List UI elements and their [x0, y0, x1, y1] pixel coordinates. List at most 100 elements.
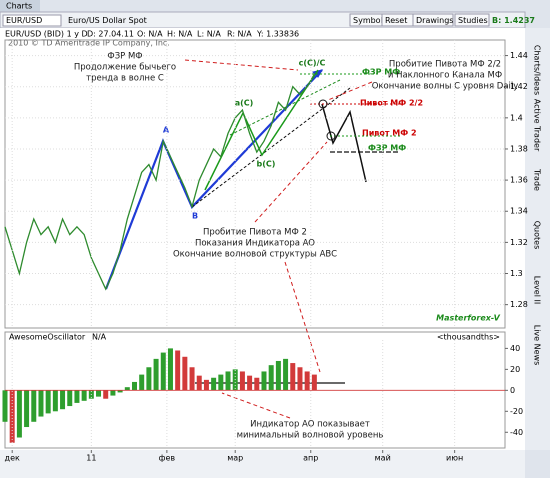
- info-field: O: N/A: [137, 30, 163, 39]
- ao-bar: [139, 374, 145, 391]
- projection: [321, 103, 367, 183]
- arrow: [254, 141, 328, 223]
- info-field: L: N/A: [197, 30, 221, 39]
- button-label[interactable]: Reset: [385, 16, 407, 25]
- tab-label[interactable]: Charts: [6, 2, 32, 11]
- ao-bar: [297, 367, 303, 391]
- button-label[interactable]: Symbols: [353, 16, 387, 25]
- ao-bar: [261, 371, 267, 391]
- side-tab[interactable]: Quotes: [533, 221, 542, 250]
- ao-bar: [16, 390, 22, 438]
- y-tick-label: 40: [510, 344, 520, 353]
- x-tick-label: май: [375, 454, 391, 463]
- wave-label: b(C): [257, 160, 276, 169]
- y-tick-label: -40: [510, 428, 523, 437]
- y-tick-label: 1.3: [510, 269, 523, 278]
- level-label: Пивот МФ 2: [362, 129, 417, 138]
- ao-bar: [254, 377, 260, 391]
- side-tab[interactable]: Live News: [533, 325, 542, 366]
- indicator-units: <thousandths>: [437, 333, 500, 342]
- ao-bar: [167, 348, 173, 391]
- annotation: Окончание волны C уровня Daily: [372, 82, 519, 92]
- ao-bar: [110, 390, 116, 396]
- ao-bar: [146, 367, 152, 391]
- ao-bar: [225, 371, 231, 391]
- ao-bar: [2, 390, 8, 422]
- arrow: [184, 59, 299, 71]
- ao-bar: [182, 356, 188, 391]
- ao-bar: [283, 358, 289, 391]
- y-tick-label: 1.32: [510, 238, 528, 247]
- ao-bar: [304, 371, 310, 391]
- x-tick-label: фев: [159, 454, 176, 463]
- marker: [318, 99, 328, 109]
- annotation: и Наклонного Канала МФ: [388, 71, 502, 81]
- indicator-title: AwesomeOscillator: [9, 333, 86, 342]
- ao-bar: [268, 365, 274, 391]
- ao-bar: [160, 352, 166, 391]
- side-tab[interactable]: Level II: [533, 276, 542, 304]
- info-field: Y: 1.33836: [256, 30, 299, 39]
- ao-bar: [239, 371, 245, 391]
- y-tick-label: 1.42: [510, 82, 528, 91]
- ao-bar: [67, 390, 73, 407]
- button-label[interactable]: Studies: [458, 16, 488, 25]
- x-tick-label: июн: [446, 454, 463, 463]
- ao-bar: [60, 390, 66, 410]
- y-tick-label: 1.34: [510, 207, 528, 216]
- ao-bar: [52, 390, 58, 412]
- bid: B: 1.4237: [492, 16, 535, 25]
- ao-bar: [275, 360, 281, 391]
- info-field: D: 27.04.11: [87, 30, 134, 39]
- side-tab[interactable]: Active Trader: [533, 99, 542, 152]
- arrows: [184, 59, 373, 419]
- wave-label: B: [192, 212, 198, 221]
- x-tick-label: дек: [5, 454, 20, 463]
- wave-label: c(C)/C: [299, 59, 326, 68]
- wave-label: a(C): [235, 99, 254, 108]
- ao-bar: [31, 390, 37, 422]
- annotation: тренда в волне C: [86, 74, 164, 84]
- annotation: Показания Индикатора AO: [195, 239, 315, 249]
- time-axis: [0, 450, 525, 478]
- info-field: H: N/A: [167, 30, 193, 39]
- side-tab[interactable]: Charts/Ideas: [533, 45, 542, 95]
- annotation: Пробитие Пивота МФ 2/2: [389, 60, 501, 70]
- x-tick-label: 11: [86, 454, 96, 463]
- side-tab[interactable]: Trade: [533, 168, 542, 191]
- ao-bar: [124, 387, 130, 391]
- y-tick-label: 0: [510, 386, 515, 395]
- arrow: [327, 81, 373, 101]
- ao-bar: [311, 374, 317, 391]
- info-field: EUR/USD (BID) 1 у D: [5, 30, 88, 39]
- ao-bar: [24, 390, 30, 428]
- y-tick-label: 1.38: [510, 144, 528, 153]
- price-panel: [4, 39, 506, 329]
- ao-bar: [131, 381, 137, 391]
- annotation: Окончание волновой структуры ABC: [173, 250, 337, 260]
- button-label[interactable]: Drawings: [416, 16, 453, 25]
- symbol[interactable]: EUR/USD: [6, 16, 42, 25]
- side-strip: [525, 28, 550, 450]
- button[interactable]: [454, 13, 490, 27]
- y-tick-label: 1.36: [510, 176, 528, 185]
- channel-line: [191, 87, 351, 208]
- button[interactable]: [412, 13, 454, 27]
- y-tick-label: 1.44: [510, 51, 528, 60]
- y-tick-label: 1.28: [510, 300, 528, 309]
- level-label: ФЗР МФ: [368, 144, 406, 153]
- tab[interactable]: [0, 0, 40, 12]
- annotation: минимальный волновой уровень: [237, 431, 384, 441]
- ao-bar: [74, 390, 80, 403]
- x-tick-label: мар: [227, 454, 243, 463]
- price-line: [4, 73, 315, 291]
- ao-bar: [189, 367, 195, 391]
- copyright: 2010 © TD Ameritrade IP Company, Inc.: [8, 39, 170, 48]
- ao-bar: [290, 363, 296, 391]
- symbol-box[interactable]: [2, 14, 62, 27]
- drawings: [104, 59, 400, 419]
- marker: [326, 131, 336, 141]
- annotation: Продолжение бычьего: [74, 63, 176, 73]
- annotation: Пробитие Пивота МФ 2: [203, 228, 307, 238]
